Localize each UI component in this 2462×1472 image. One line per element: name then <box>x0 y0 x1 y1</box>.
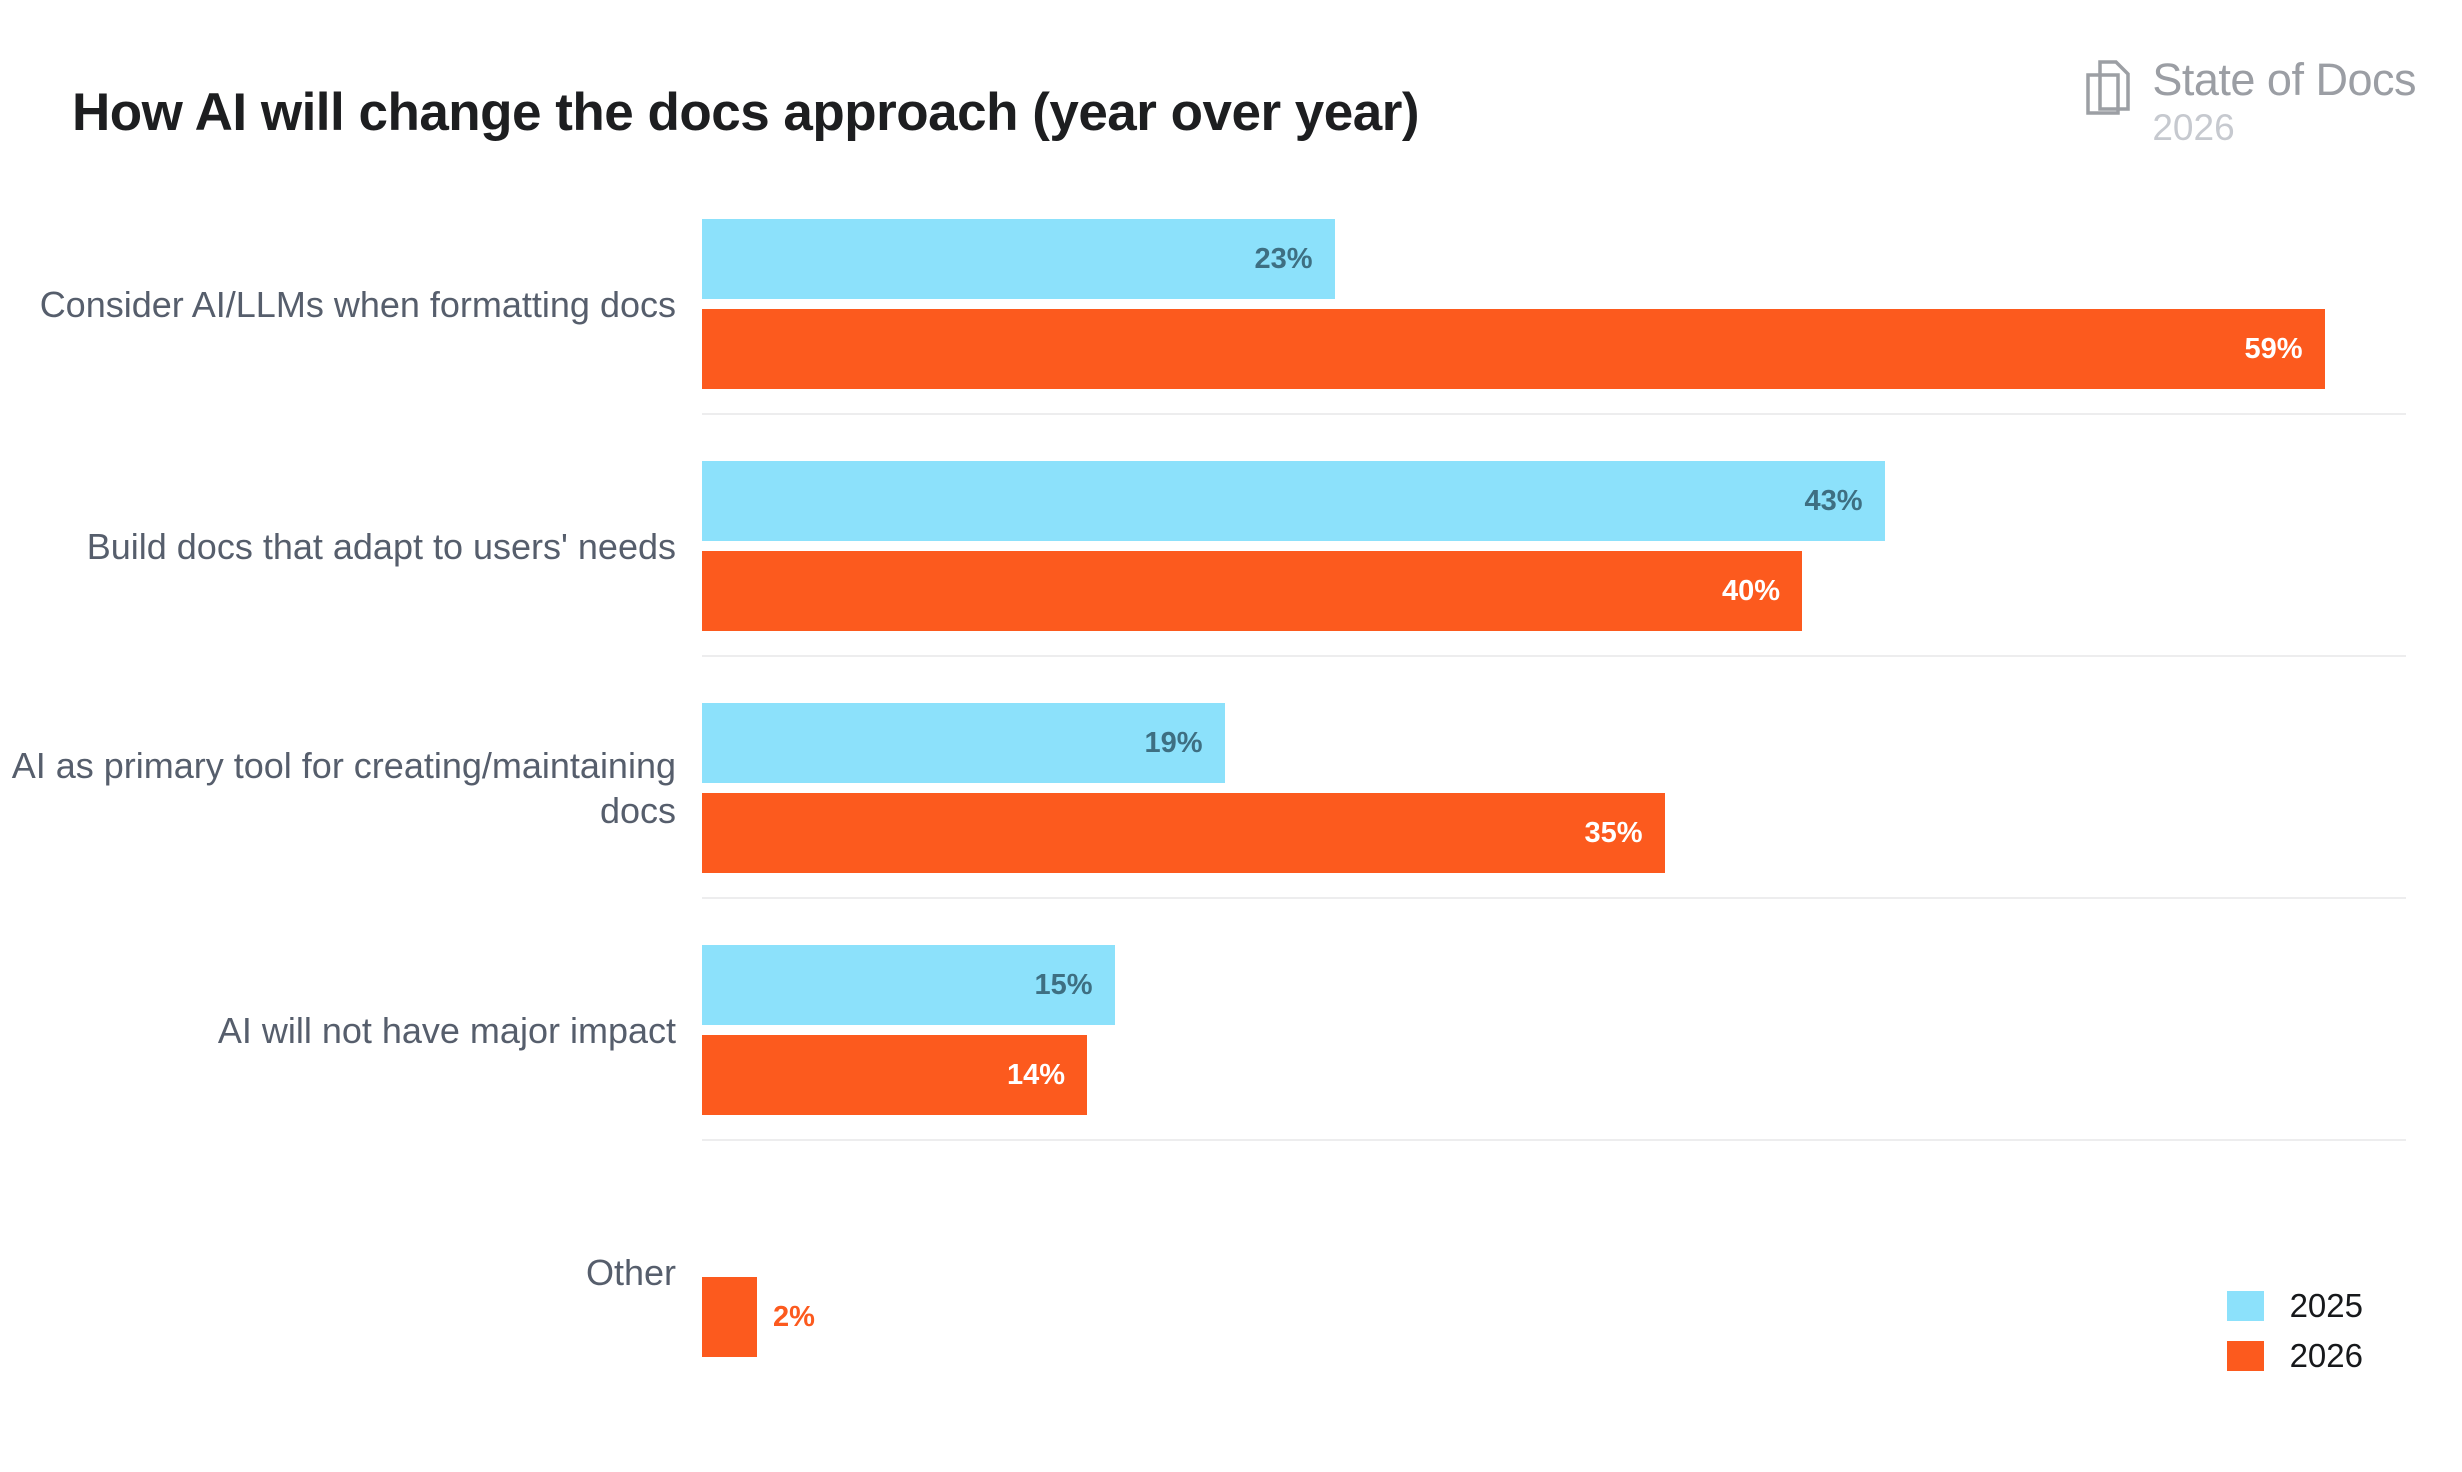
category-label: Consider AI/LLMs when formatting docs <box>39 283 676 325</box>
legend-label-2026: 2026 <box>2289 1337 2363 1374</box>
bar-2025: 23% <box>702 219 1335 299</box>
bar-slot-2026: 59% <box>702 309 2406 389</box>
bar-slot-2025: 19% <box>702 703 2406 783</box>
legend-swatch-2026 <box>2226 1340 2264 1371</box>
bar-2025: 15% <box>702 945 1115 1025</box>
bar-2026: 40% <box>702 551 1802 631</box>
bar-2025: 19% <box>702 703 1225 783</box>
bar-value-label: 43% <box>1804 484 1863 517</box>
row-divider <box>702 897 2406 899</box>
chart-row: AI will not have major impact 15% 14% <box>0 945 2406 1115</box>
bar-2026: 35% <box>702 793 1665 873</box>
chart-row: Build docs that adapt to users' needs 43%… <box>0 461 2406 631</box>
bar-slot-2026: 14% <box>702 1035 2406 1115</box>
bar-value-label: 23% <box>1254 242 1313 275</box>
row-divider <box>702 413 2406 415</box>
state-of-docs-logo: State of Docs 2026 <box>2086 56 2416 146</box>
bar-2025: 43% <box>702 461 1885 541</box>
bar-slot-2025: 15% <box>702 945 2406 1025</box>
chart-row: Other 2% <box>0 1187 2406 1357</box>
category-label: AI as primary tool for creating/maintain… <box>11 745 676 831</box>
logo-name: State of Docs <box>2152 54 2416 105</box>
overlapping-docs-icon <box>2086 60 2131 115</box>
bar-value-label: 40% <box>1721 574 1780 607</box>
bar-group: 19% 35% <box>702 703 2406 873</box>
bar-value-label: 19% <box>1144 726 1203 759</box>
legend-label-2025: 2025 <box>2289 1287 2363 1324</box>
bar-value-label: 2% <box>773 1300 815 1333</box>
bar-2026: 59% <box>702 309 2325 389</box>
legend-swatch-2025 <box>2226 1290 2264 1321</box>
chart-title: How AI will change the docs approach (ye… <box>72 83 1420 142</box>
bar-value-label: 15% <box>1034 968 1093 1001</box>
bar-2026 <box>702 1277 757 1357</box>
bar-slot-2026: 2% <box>702 1277 2406 1357</box>
bar-slot-2026: 40% <box>702 551 2406 631</box>
bar-group: 23% 59% <box>702 219 2406 389</box>
bar-chart: Consider AI/LLMs when formatting docs 23%… <box>0 219 2406 1357</box>
bar-slot-2026: 35% <box>702 793 2406 873</box>
chart-row: AI as primary tool for creating/maintain… <box>0 703 2406 873</box>
bar-value-label: 35% <box>1584 816 1643 849</box>
legend: 2025 2026 <box>2226 1287 2363 1374</box>
logo-year: 2026 <box>2152 107 2235 149</box>
bar-value-label: 59% <box>2244 332 2303 365</box>
bar-2026: 14% <box>702 1035 1087 1115</box>
category-label: Build docs that adapt to users' needs <box>86 525 676 567</box>
bar-slot-2025 <box>702 1187 2406 1267</box>
row-divider <box>702 1139 2406 1141</box>
legend-item-2025: 2025 <box>2226 1287 2363 1324</box>
row-divider <box>702 655 2406 657</box>
bar-slot-2025: 23% <box>702 219 2406 299</box>
bar-group: 15% 14% <box>702 945 2406 1115</box>
bar-slot-2025: 43% <box>702 461 2406 541</box>
chart-row: Consider AI/LLMs when formatting docs 23%… <box>0 219 2406 389</box>
bar-group: 43% 40% <box>702 461 2406 631</box>
legend-item-2026: 2026 <box>2226 1337 2363 1374</box>
logo-text: State of Docs 2026 <box>2152 54 2416 149</box>
category-label: AI will not have major impact <box>217 1009 676 1051</box>
bar-value-label: 14% <box>1006 1058 1065 1091</box>
bar-group: 2% <box>702 1187 2406 1357</box>
category-label: Other <box>585 1251 676 1293</box>
